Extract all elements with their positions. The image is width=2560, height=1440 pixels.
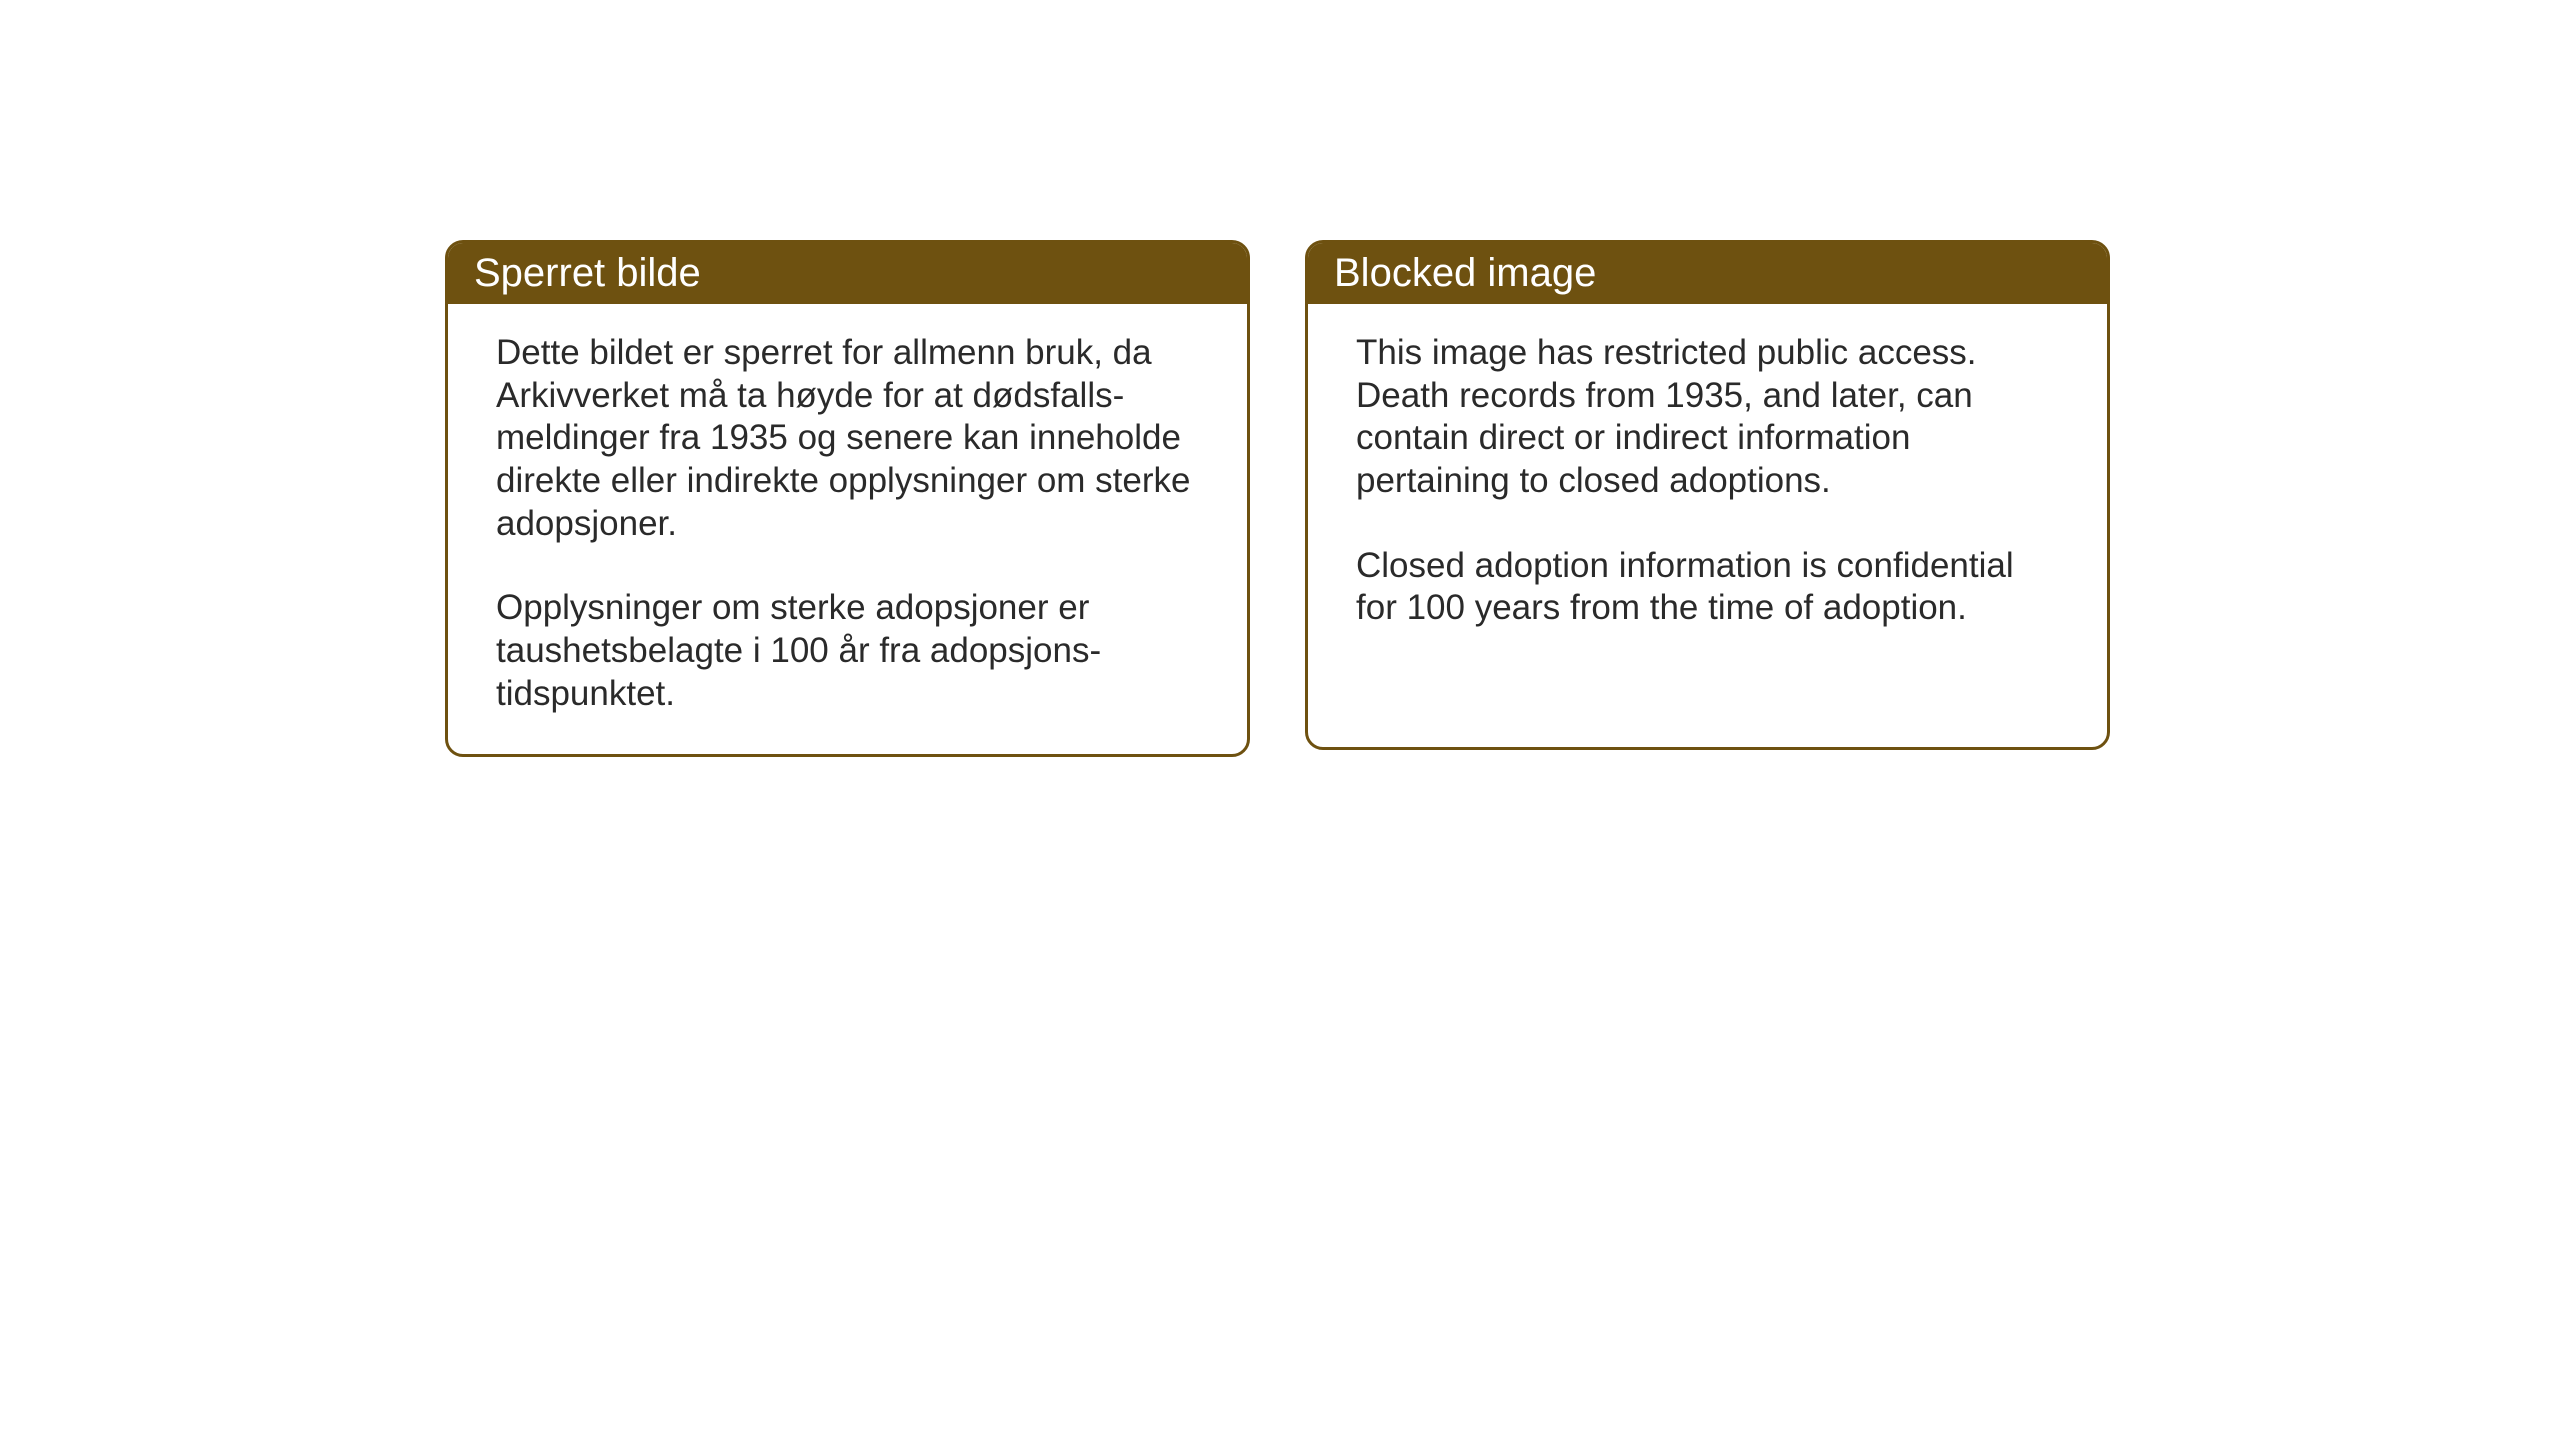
notice-paragraph-2-norwegian: Opplysninger om sterke adopsjoner er tau… — [496, 587, 1199, 715]
notice-paragraph-2-english: Closed adoption information is confident… — [1356, 545, 2059, 630]
notice-body-norwegian: Dette bildet er sperret for allmenn bruk… — [448, 304, 1247, 754]
notice-title-english: Blocked image — [1334, 251, 1596, 295]
notice-header-norwegian: Sperret bilde — [448, 243, 1247, 304]
notice-container: Sperret bilde Dette bildet er sperret fo… — [445, 240, 2110, 757]
notice-paragraph-1-english: This image has restricted public access.… — [1356, 332, 2059, 503]
notice-header-english: Blocked image — [1308, 243, 2107, 304]
notice-card-english: Blocked image This image has restricted … — [1305, 240, 2110, 750]
notice-paragraph-1-norwegian: Dette bildet er sperret for allmenn bruk… — [496, 332, 1199, 545]
notice-card-norwegian: Sperret bilde Dette bildet er sperret fo… — [445, 240, 1250, 757]
notice-body-english: This image has restricted public access.… — [1308, 304, 2107, 668]
notice-title-norwegian: Sperret bilde — [474, 251, 701, 295]
